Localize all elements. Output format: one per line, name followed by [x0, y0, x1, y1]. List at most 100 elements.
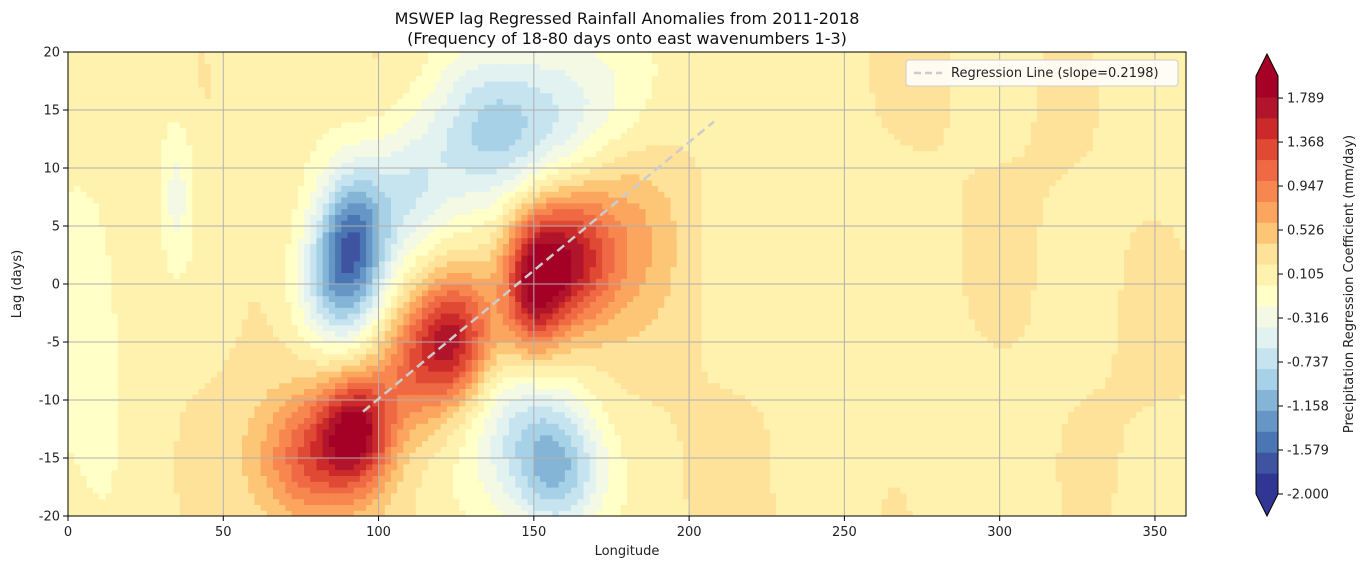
heatmap-cell — [359, 313, 367, 320]
heatmap-cell — [217, 475, 224, 482]
heatmap-cell — [154, 278, 162, 285]
heatmap-cell — [229, 434, 237, 442]
heatmap-cell — [285, 98, 293, 105]
heatmap-cell — [297, 429, 305, 436]
heatmap-cell — [347, 446, 355, 453]
heatmap-cell — [198, 69, 206, 76]
heatmap-cell — [223, 162, 231, 169]
heatmap-cell — [359, 330, 367, 337]
heatmap-cell — [440, 266, 448, 273]
heatmap-cell — [210, 371, 218, 378]
heatmap-cell — [304, 463, 311, 471]
heatmap-cell — [173, 498, 181, 505]
heatmap-cell — [297, 498, 305, 505]
heatmap-cell — [341, 411, 349, 418]
heatmap-cell — [310, 295, 318, 302]
heatmap-cell — [173, 492, 181, 500]
heatmap-cell — [241, 342, 249, 349]
heatmap-cell — [378, 463, 386, 471]
heatmap-cell — [192, 231, 200, 239]
heatmap-cell — [179, 127, 187, 134]
heatmap-cell — [428, 150, 436, 157]
heatmap-cell — [341, 429, 349, 436]
heatmap-cell — [353, 434, 361, 442]
heatmap-cell — [99, 423, 106, 430]
heatmap-cell — [384, 342, 392, 349]
heatmap-cell — [304, 353, 311, 360]
heatmap-cell — [235, 307, 243, 314]
heatmap-cell — [86, 295, 94, 302]
heatmap-cell — [179, 86, 187, 94]
heatmap-cell — [285, 272, 293, 279]
heatmap-cell — [422, 463, 429, 471]
heatmap-cell — [248, 429, 255, 436]
heatmap-cell — [453, 365, 460, 372]
heatmap-cell — [92, 481, 100, 488]
heatmap-cell — [403, 365, 411, 372]
heatmap-cell — [173, 411, 181, 418]
heatmap-cell — [260, 57, 268, 65]
heatmap-cell — [111, 191, 119, 198]
heatmap-cell — [279, 318, 286, 326]
heatmap-cell — [105, 92, 113, 99]
heatmap-cell — [409, 260, 417, 268]
heatmap-cell — [335, 243, 342, 250]
heatmap-cell — [68, 481, 75, 488]
heatmap-cell — [304, 289, 311, 297]
heatmap-cell — [99, 429, 106, 436]
heatmap-cell — [136, 469, 144, 476]
heatmap-cell — [74, 202, 82, 210]
heatmap-cell — [173, 434, 181, 442]
heatmap-cell — [440, 237, 448, 244]
heatmap-cell — [378, 121, 386, 128]
heatmap-cell — [92, 139, 100, 146]
heatmap-cell — [173, 243, 181, 250]
heatmap-cell — [198, 400, 206, 407]
heatmap-cell — [241, 98, 249, 105]
heatmap-cell — [390, 214, 398, 221]
heatmap-cell — [173, 92, 181, 99]
heatmap-cell — [353, 382, 361, 389]
heatmap-cell — [204, 162, 212, 169]
heatmap-cell — [99, 243, 106, 250]
heatmap-cell — [415, 63, 423, 70]
heatmap-cell — [86, 347, 94, 355]
heatmap-cell — [316, 342, 324, 349]
heatmap-cell — [384, 504, 392, 511]
heatmap-cell — [105, 220, 113, 227]
heatmap-cell — [154, 208, 162, 215]
heatmap-cell — [397, 475, 404, 482]
heatmap-cell — [117, 498, 125, 505]
heatmap-cell — [335, 417, 342, 424]
heatmap-cell — [117, 243, 125, 250]
heatmap-cell — [204, 382, 212, 389]
heatmap-cell — [291, 220, 299, 227]
heatmap-cell — [310, 417, 318, 424]
heatmap-cell — [403, 63, 411, 70]
heatmap-cell — [291, 318, 299, 326]
heatmap-cell — [117, 388, 125, 395]
heatmap-cell — [453, 440, 460, 447]
heatmap-cell — [359, 458, 367, 465]
heatmap-cell — [297, 110, 305, 117]
heatmap-cell — [347, 92, 355, 99]
heatmap-cell — [297, 231, 305, 239]
heatmap-cell — [148, 382, 156, 389]
heatmap-cell — [136, 446, 144, 453]
heatmap-cell — [142, 231, 150, 239]
heatmap-cell — [74, 434, 82, 442]
heatmap-cell — [74, 417, 82, 424]
heatmap-cell — [322, 342, 330, 349]
heatmap-cell — [428, 284, 436, 291]
heatmap-cell — [210, 289, 218, 297]
heatmap-cell — [198, 347, 206, 355]
heatmap-cell — [446, 156, 454, 163]
heatmap-cell — [328, 98, 336, 105]
heatmap-cell — [136, 110, 144, 117]
heatmap-cell — [130, 405, 137, 413]
heatmap-cell — [409, 295, 417, 302]
heatmap-cell — [272, 307, 280, 314]
heatmap-cell — [111, 98, 119, 105]
heatmap-cell — [347, 214, 355, 221]
heatmap-cell — [254, 272, 262, 279]
